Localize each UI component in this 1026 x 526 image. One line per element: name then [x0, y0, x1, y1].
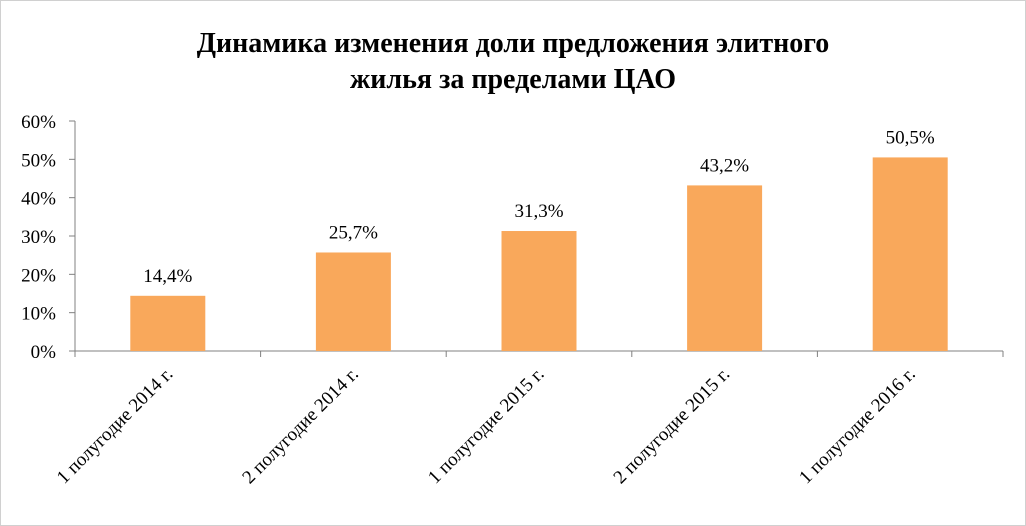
data-label: 43,2% [700, 155, 749, 176]
chart-title-line-1: Динамика изменения доли предложения элит… [196, 28, 830, 59]
bars [130, 157, 948, 351]
data-label: 50,5% [886, 127, 935, 148]
chart-title-line-2: жилья за пределами ЦАО [349, 64, 676, 95]
y-tick-label: 20% [21, 265, 56, 286]
data-label: 14,4% [143, 266, 192, 287]
data-labels: 14,4% 25,7% 31,3% 43,2% 50,5% [143, 127, 935, 286]
x-tick-label: 1 полугодие 2015 г. [424, 364, 549, 489]
data-label: 25,7% [329, 222, 378, 243]
x-tick-label: 1 полугодие 2016 г. [795, 364, 920, 489]
x-tick-label: 2 полугодие 2014 г. [238, 364, 363, 489]
y-tick-label: 30% [21, 227, 56, 248]
data-label: 31,3% [514, 201, 563, 222]
x-tick-labels: 1 полугодие 2014 г. 2 полугодие 2014 г. 1 … [53, 364, 920, 489]
y-tick-label: 40% [21, 189, 56, 210]
y-tick-label: 0% [31, 342, 57, 363]
x-tick-label: 1 полугодие 2014 г. [53, 364, 178, 489]
x-tick-label: 2 полугодие 2015 г. [610, 364, 735, 489]
y-tick-label: 10% [21, 304, 56, 325]
y-tick-label: 60% [21, 112, 56, 133]
bar [501, 231, 577, 351]
y-tick-labels: 0% 10% 20% 30% 40% 50% 60% [21, 112, 56, 363]
y-tick-label: 50% [21, 150, 56, 171]
bar [130, 295, 206, 351]
chart-title: Динамика изменения доли предложения элит… [0, 26, 1026, 98]
bar [315, 252, 391, 351]
bar [872, 157, 948, 351]
bar [687, 185, 763, 351]
